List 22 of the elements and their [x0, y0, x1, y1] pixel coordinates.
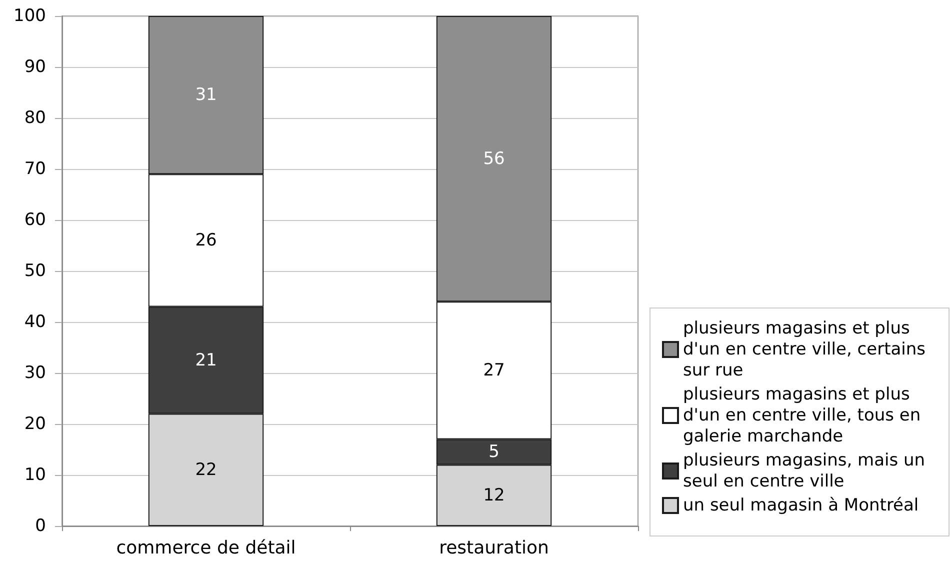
y-tick-label: 30	[24, 363, 46, 383]
y-tick-label: 10	[24, 465, 46, 485]
legend-label: un seul magasin à Montréal	[683, 496, 919, 516]
y-tick-label: 80	[24, 108, 46, 128]
y-tick-label: 50	[24, 261, 46, 281]
y-tick-label: 40	[24, 312, 46, 332]
x-tick-label: commerce de détail	[116, 538, 296, 558]
data-label: 5	[488, 442, 500, 462]
y-tick-label: 100	[14, 6, 46, 26]
y-tick-label: 70	[24, 159, 46, 179]
data-label: 26	[195, 230, 217, 250]
data-label: 27	[483, 360, 505, 380]
data-label: 12	[483, 485, 505, 506]
y-tick-label: 90	[24, 57, 46, 77]
y-tick-label: 60	[24, 210, 46, 230]
data-label: 21	[195, 350, 217, 370]
data-label: 56	[483, 148, 505, 169]
y-tick-label: 20	[24, 414, 46, 434]
y-tick-label: 0	[35, 516, 46, 536]
data-label: 31	[195, 85, 217, 106]
data-label: 22	[195, 460, 217, 480]
x-tick-label: restauration	[439, 538, 549, 558]
